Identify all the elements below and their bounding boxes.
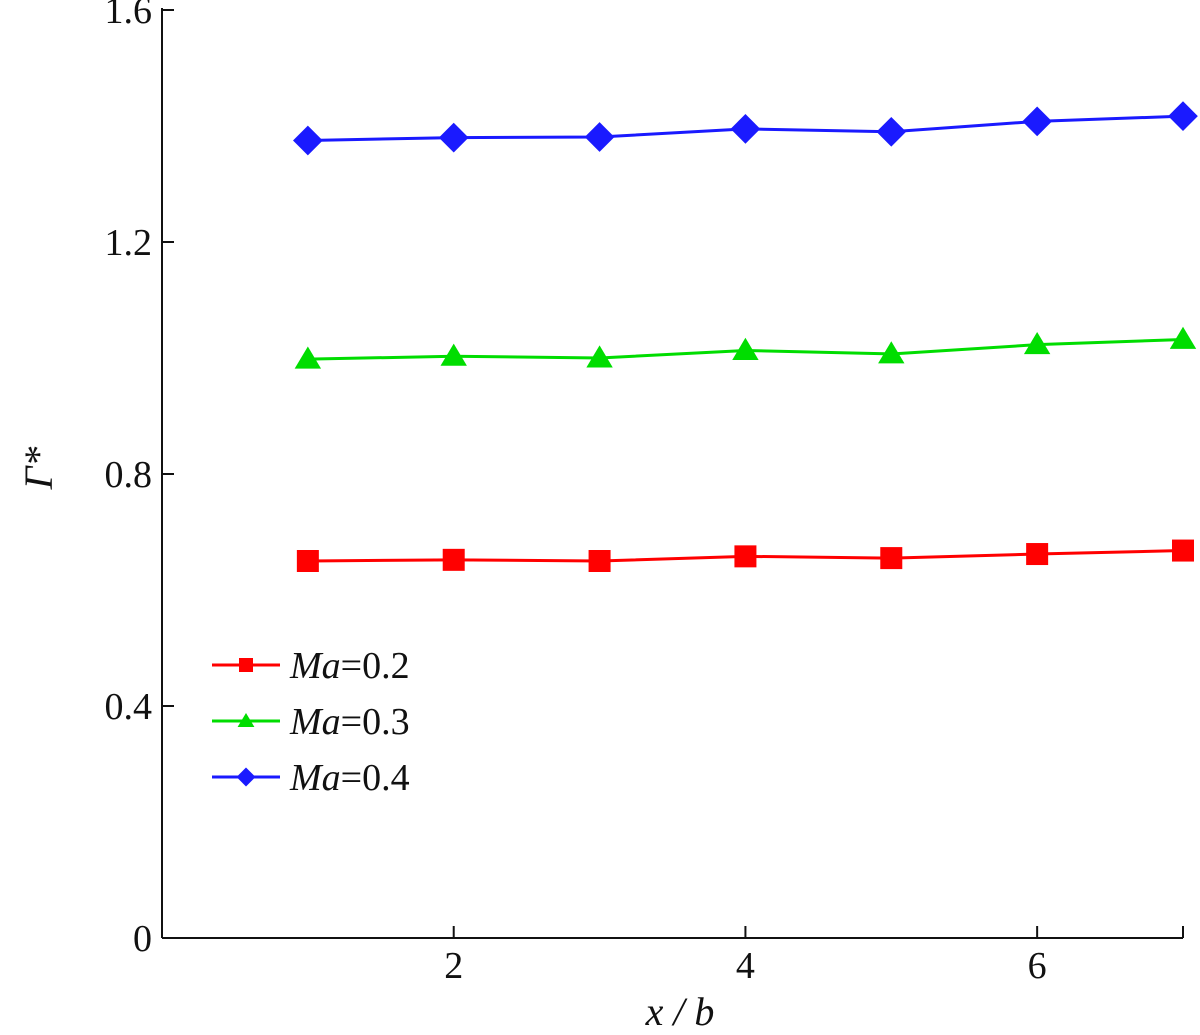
triangle-marker xyxy=(440,343,467,366)
y-tick-label: 1.6 xyxy=(105,0,153,32)
square-marker xyxy=(442,548,465,571)
x-ticks: 2 4 6 xyxy=(444,926,1184,987)
legend-label: Ma=0.2 xyxy=(289,645,410,687)
diamond-marker xyxy=(293,125,323,156)
legend-item: Ma=0.4 xyxy=(212,757,410,799)
square-marker xyxy=(734,545,757,568)
diamond-marker xyxy=(1168,101,1198,131)
square-marker xyxy=(1172,539,1194,562)
y-ticks: 0 0.4 0.8 1.2 1.6 xyxy=(105,0,174,960)
diamond-marker xyxy=(438,122,469,153)
series-diamond xyxy=(293,101,1198,156)
y-tick-label: 0 xyxy=(133,918,152,960)
diamond-marker xyxy=(1022,106,1052,137)
y-axis-title: Γ* xyxy=(16,447,61,491)
triangle-marker xyxy=(878,341,905,364)
triangle-marker xyxy=(586,345,613,368)
square-marker xyxy=(1026,543,1049,566)
x-tick-label: 6 xyxy=(1028,945,1047,987)
series-triangle xyxy=(294,326,1197,369)
square-marker xyxy=(880,547,903,570)
square-marker xyxy=(239,658,253,672)
legend-label: Ma=0.3 xyxy=(289,701,410,743)
series-layer xyxy=(293,101,1198,572)
square-marker xyxy=(588,550,611,572)
x-tick-label: 2 xyxy=(444,945,463,987)
x-axis-title: x / b xyxy=(645,989,715,1034)
legend-label: Ma=0.4 xyxy=(289,757,410,799)
diamond-marker xyxy=(584,122,615,152)
triangle-marker xyxy=(237,712,255,728)
triangle-marker xyxy=(294,346,322,369)
triangle-marker xyxy=(732,337,759,360)
triangle-marker xyxy=(1023,332,1051,355)
legend-item: Ma=0.2 xyxy=(212,645,410,687)
diamond-marker xyxy=(876,116,907,147)
y-tick-label: 1.2 xyxy=(105,222,153,264)
y-tick-label: 0.4 xyxy=(105,686,153,728)
square-marker xyxy=(296,550,319,572)
diamond-marker xyxy=(730,114,761,144)
triangle-marker xyxy=(1169,326,1197,349)
diamond-marker xyxy=(236,767,256,787)
y-tick-label: 0.8 xyxy=(105,454,153,496)
x-tick-label: 4 xyxy=(736,945,755,987)
series-square xyxy=(296,539,1194,572)
legend: Ma=0.2 Ma=0.3 Ma=0.4 xyxy=(212,645,410,799)
legend-item: Ma=0.3 xyxy=(212,701,410,743)
